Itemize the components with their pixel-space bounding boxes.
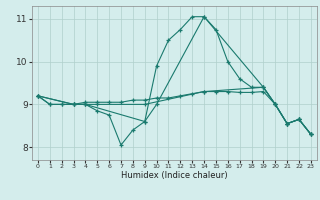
X-axis label: Humidex (Indice chaleur): Humidex (Indice chaleur) (121, 171, 228, 180)
